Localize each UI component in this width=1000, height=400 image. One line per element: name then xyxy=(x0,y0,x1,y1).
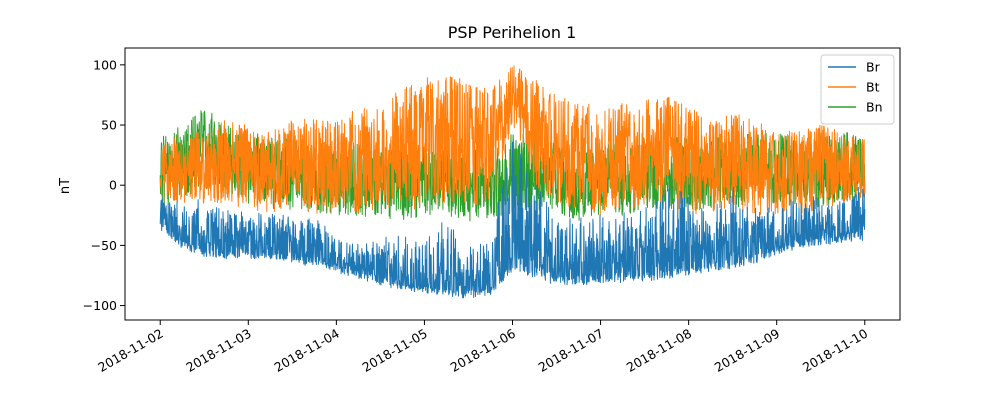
series-line-br xyxy=(159,141,866,299)
series-layer xyxy=(159,65,866,299)
y-tick-label: 100 xyxy=(93,57,117,72)
legend-box xyxy=(820,54,895,125)
y-axis: −100 −50 0 50 100 xyxy=(83,57,125,313)
y-axis-label: nT xyxy=(58,178,73,194)
y-tick-label: 0 xyxy=(109,178,117,193)
chart-title: PSP Perihelion 1 xyxy=(448,23,577,42)
legend: Br Bt Bn xyxy=(820,54,895,125)
legend-label-bt: Bt xyxy=(866,80,880,95)
legend-label-br: Br xyxy=(866,60,881,75)
y-tick-label: −50 xyxy=(91,238,117,253)
y-tick-label: 50 xyxy=(101,118,117,133)
y-tick-label: −100 xyxy=(83,298,117,313)
legend-label-bn: Bn xyxy=(866,100,883,115)
